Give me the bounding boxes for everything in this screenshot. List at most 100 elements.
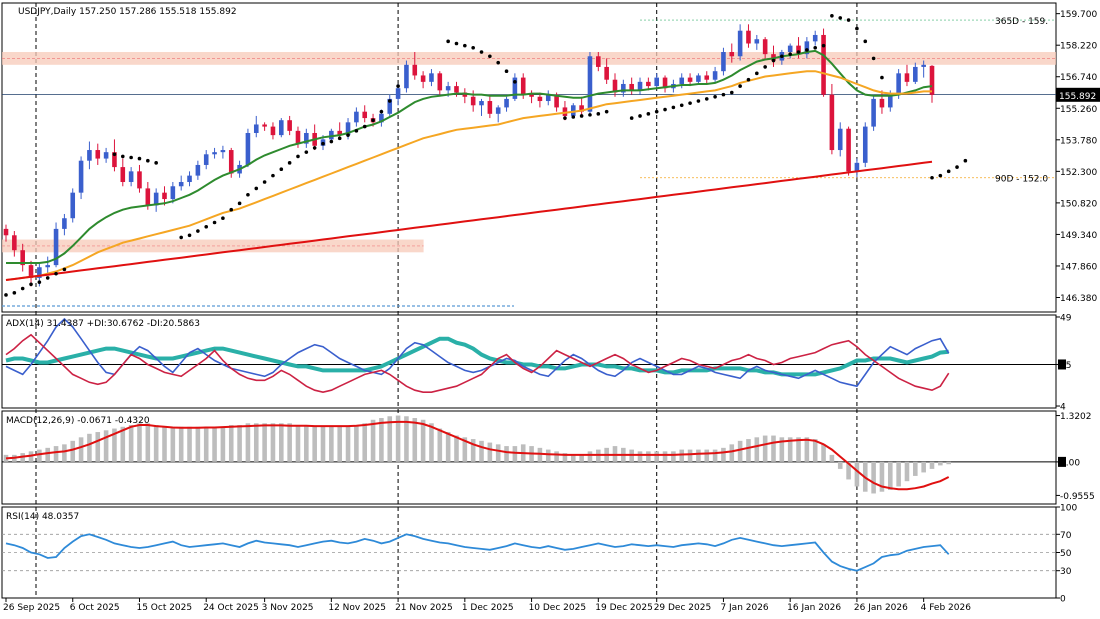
macd-histogram-bar <box>913 461 918 476</box>
candle-body <box>887 94 893 108</box>
last-price-label: 155.892 <box>1059 92 1096 102</box>
candle-body <box>679 77 685 84</box>
psar-dot <box>830 13 834 18</box>
psar-dot <box>846 18 851 22</box>
candle-body <box>771 54 776 61</box>
candle-body <box>437 73 443 91</box>
rsi-line <box>5 533 950 572</box>
candle-body <box>579 105 584 112</box>
psar-dot <box>387 99 392 103</box>
candle-body <box>721 52 726 72</box>
psar-dot <box>146 158 150 163</box>
macd-histogram-bar <box>921 461 926 473</box>
macd-histogram-bar <box>379 418 384 462</box>
macd-histogram-bar <box>337 426 342 462</box>
psar-dot <box>821 43 826 48</box>
axis-tick-label: 100 <box>1060 504 1077 514</box>
adx-panel[interactable] <box>2 317 1056 394</box>
macd-histogram-bar <box>162 426 167 462</box>
time-tick-label: 21 Nov 2025 <box>395 603 453 613</box>
psar-dot <box>813 45 818 50</box>
psar-dot <box>246 192 250 197</box>
macd-histogram-bar <box>445 432 451 462</box>
psar-dot <box>496 60 500 65</box>
psar-dot <box>137 156 142 161</box>
macd-histogram-bar <box>295 425 301 462</box>
macd-histogram-bar <box>804 437 810 462</box>
axis-tick-label: 30 <box>1060 567 1072 577</box>
candle-body <box>20 250 25 266</box>
macd-last-marker <box>1058 456 1066 467</box>
macd-signal-line <box>5 420 950 491</box>
time-tick-label: 6 Oct 2025 <box>70 603 120 613</box>
candle-body <box>854 162 860 172</box>
candle-body <box>187 175 192 183</box>
macd-histogram-bar <box>270 423 276 462</box>
psar-dot <box>271 173 275 178</box>
macd-histogram-bar <box>112 428 117 462</box>
candle-body <box>78 160 84 193</box>
candle-body <box>879 98 885 108</box>
candle-body <box>178 182 184 187</box>
macd-histogram-bar <box>771 435 776 462</box>
price-panel[interactable]: 365D - 159. 90D - 152.0 <box>2 13 1056 307</box>
psar-dot <box>504 69 509 73</box>
macd-histogram-bar <box>779 437 785 462</box>
axis-tick-label: 50 <box>1060 549 1072 559</box>
psar-dot <box>563 116 567 120</box>
macd-histogram-bar <box>729 444 735 462</box>
macd-histogram-bar <box>87 433 92 462</box>
candle-body <box>787 45 793 53</box>
candle-body <box>128 171 134 183</box>
macd-histogram-bar <box>70 440 76 462</box>
candle-body <box>929 65 935 95</box>
macd-panel[interactable] <box>2 415 1056 494</box>
macd-histogram-bar <box>387 416 393 462</box>
macd-histogram-bar <box>345 426 351 462</box>
psar-dot <box>488 54 492 59</box>
macd-header: MACD(12,26,9) -0.0671 -0.4320 <box>6 416 150 426</box>
time-tick-label: 15 Oct 2025 <box>136 603 192 613</box>
candle-body <box>604 66 609 80</box>
time-tick-label: 29 Dec 2025 <box>654 603 712 613</box>
axis-tick-label: 156.740 <box>1060 73 1097 83</box>
candle-body <box>754 39 760 44</box>
macd-histogram-bar <box>587 451 593 462</box>
rsi-panel[interactable] <box>2 533 1056 572</box>
macd-histogram-bar <box>279 423 284 462</box>
psar-dot <box>120 154 125 159</box>
candle-body <box>612 79 618 93</box>
macd-histogram-bar <box>696 449 701 462</box>
axis-tick-label: 149.340 <box>1060 231 1097 241</box>
psar-dot <box>237 201 242 206</box>
psar-dot <box>204 224 209 229</box>
candle-body <box>520 77 526 95</box>
psar-dot <box>463 43 467 48</box>
macd-histogram-bar <box>404 416 409 462</box>
candle-body <box>362 111 368 119</box>
psar-dot <box>738 84 742 88</box>
psar-dot <box>671 105 676 110</box>
candle-body <box>345 122 351 136</box>
psar-dot <box>963 158 968 163</box>
candle-body <box>821 34 826 95</box>
macd-histogram-bar <box>53 446 59 462</box>
psar-dot <box>179 235 183 240</box>
macd-histogram-bar <box>796 437 801 462</box>
macd-histogram-bar <box>504 446 509 462</box>
psar-dot <box>955 165 959 169</box>
candle-body <box>746 30 751 44</box>
psar-dot <box>688 101 692 105</box>
psar-dot <box>279 167 284 172</box>
macd-histogram-bar <box>253 423 259 462</box>
psar-dot <box>62 267 67 272</box>
psar-dot <box>871 56 876 61</box>
psar-dot <box>54 271 58 276</box>
candle-body <box>846 128 851 172</box>
candle-body <box>103 152 109 159</box>
psar-dot <box>629 116 634 120</box>
psar-dot <box>771 58 776 63</box>
psar-dot <box>20 286 25 291</box>
candle-body <box>12 235 17 251</box>
